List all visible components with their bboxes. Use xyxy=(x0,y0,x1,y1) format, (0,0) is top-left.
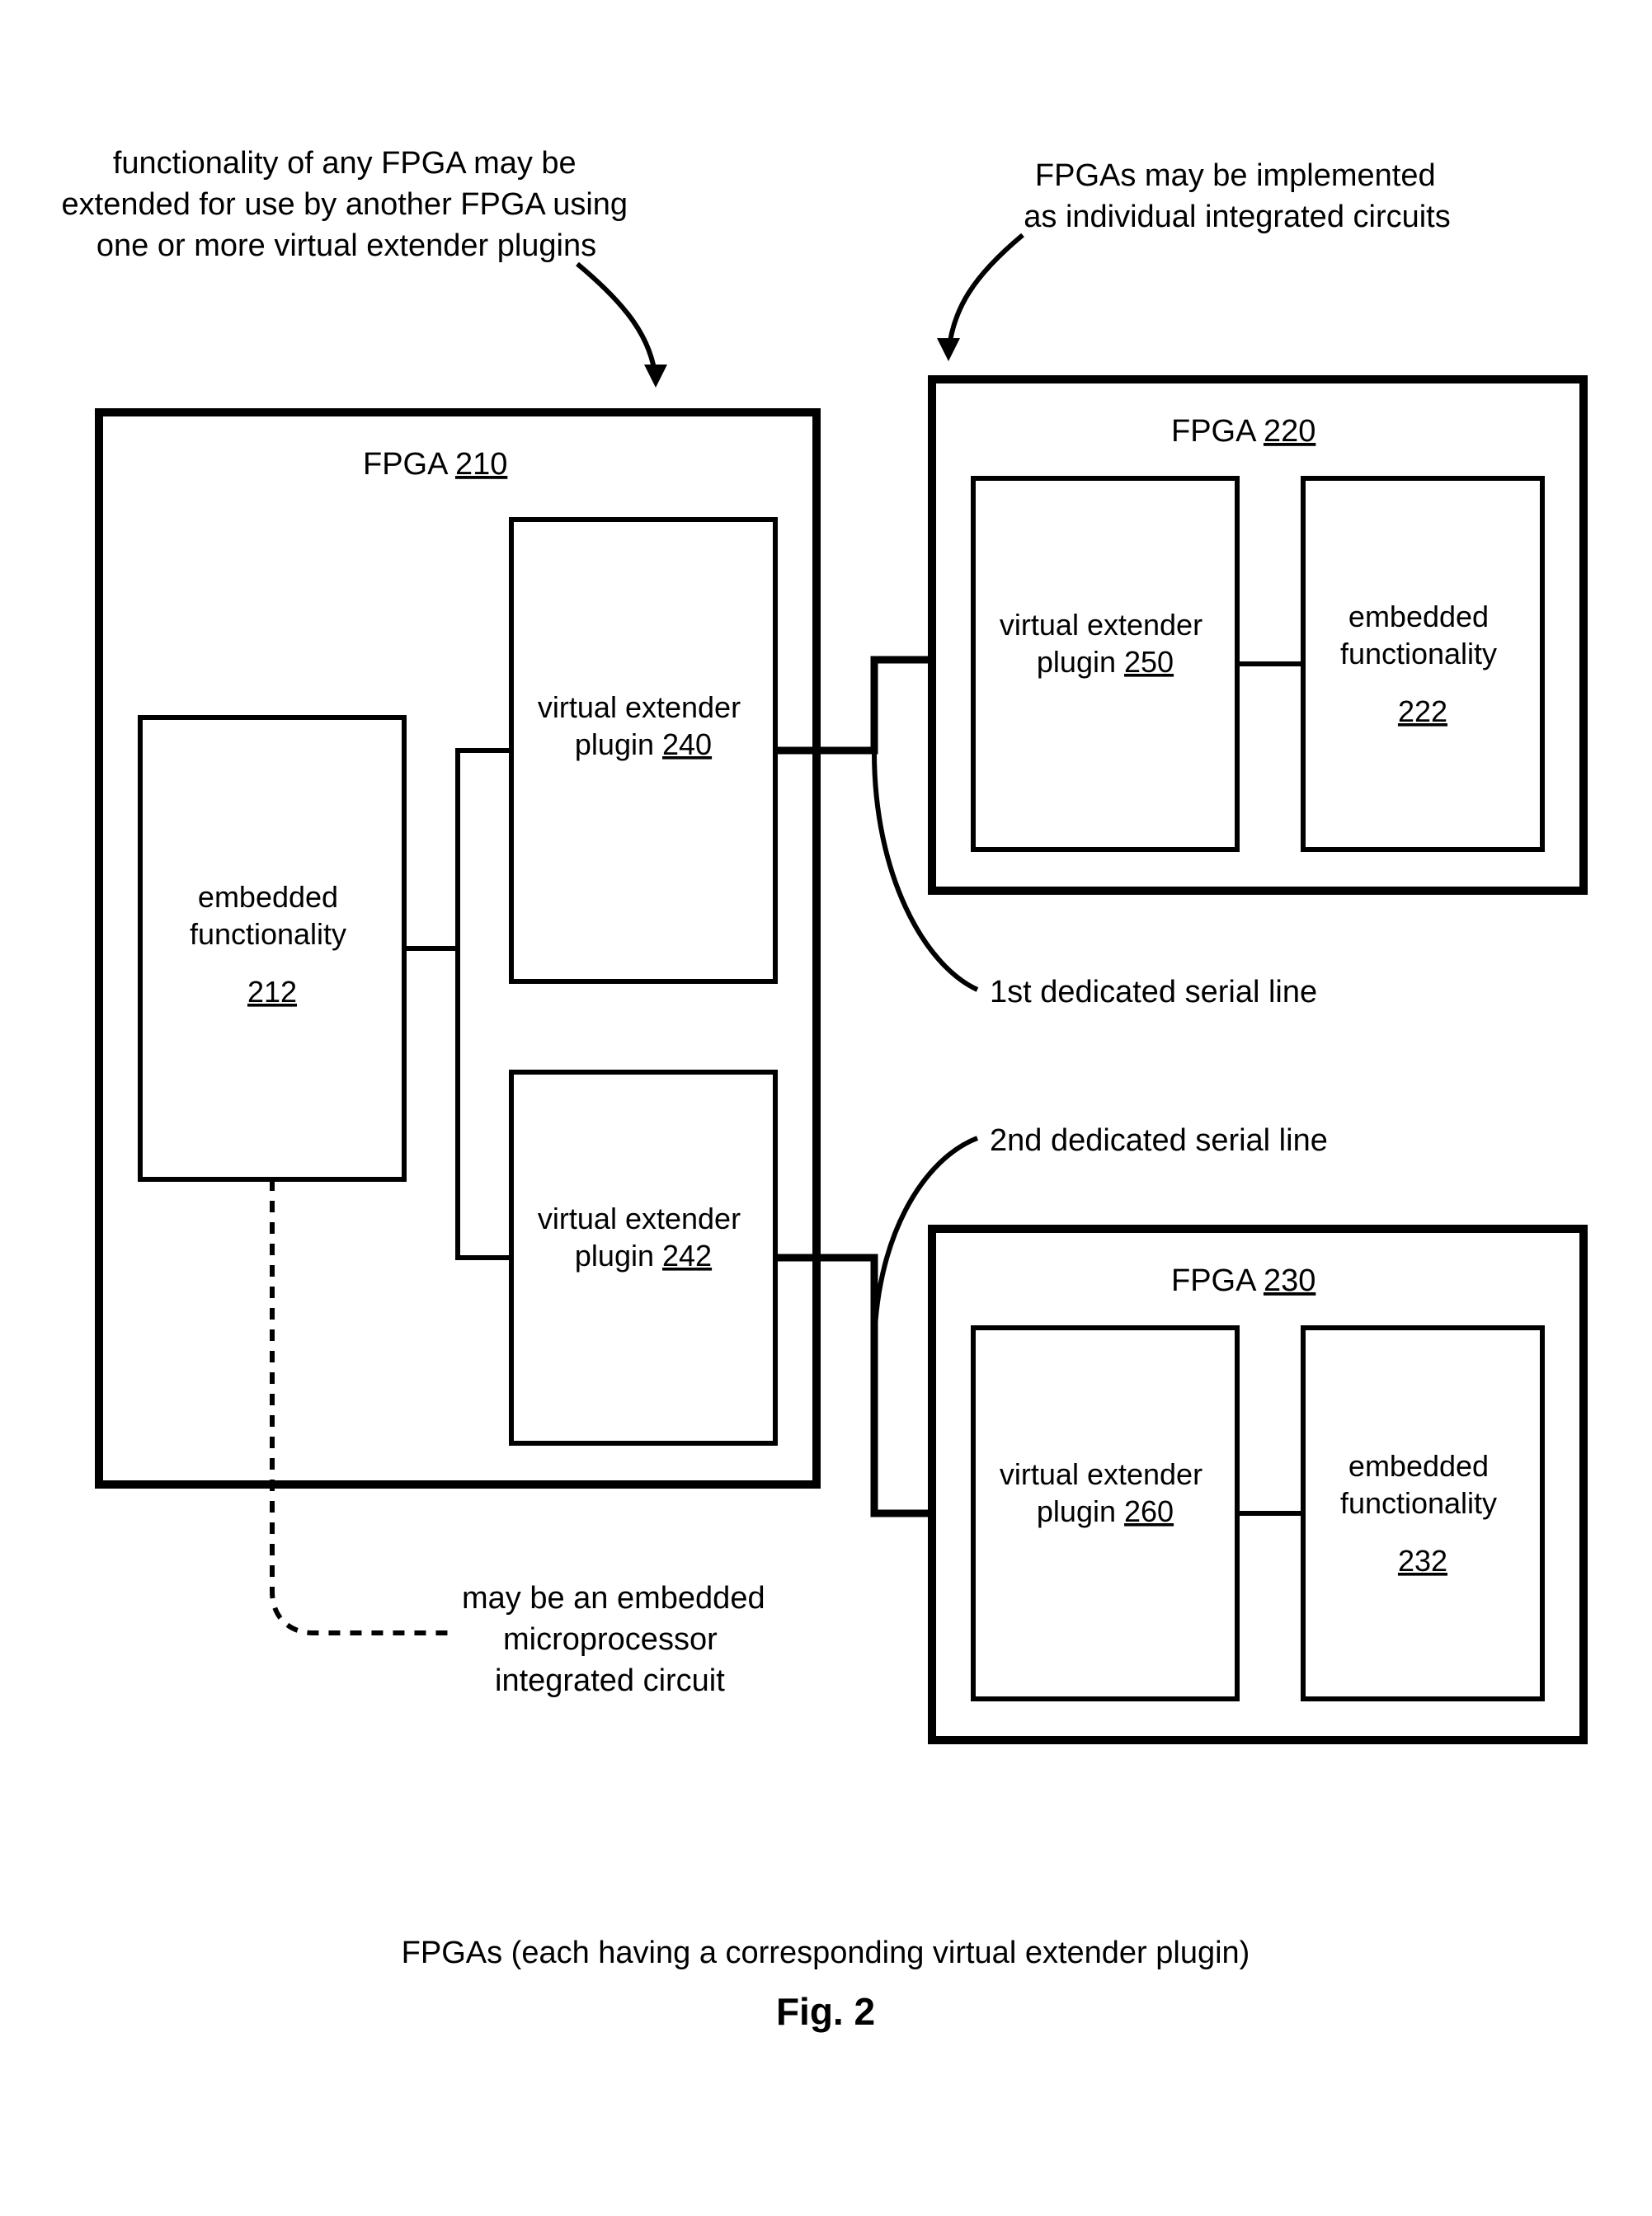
serial-line-1-label: 1st dedicated serial line xyxy=(990,975,1317,1009)
annotation-top-right: FPGAs may be implemented as individual i… xyxy=(1024,158,1451,234)
arrow-top-left xyxy=(577,264,656,379)
annotation-top-left: functionality of any FPGA may be extende… xyxy=(62,146,632,263)
fpga-210-label: FPGA 210 xyxy=(363,447,507,482)
fpga-220-label: FPGA 220 xyxy=(1171,414,1315,449)
micro-annotation: may be an embedded microprocessor integr… xyxy=(462,1581,774,1698)
arrow-top-right-head xyxy=(937,338,960,361)
fpga-230-label: FPGA 230 xyxy=(1171,1263,1315,1298)
arrow-top-right xyxy=(948,235,1023,353)
figure-title: Fig. 2 xyxy=(776,1990,875,2033)
arrow-top-left-head xyxy=(644,365,667,388)
diagram-canvas: functionality of any FPGA may be extende… xyxy=(0,0,1652,2216)
serial-line-2-label: 2nd dedicated serial line xyxy=(990,1123,1328,1158)
fpga-220: FPGA 220 virtual extender plugin 250 emb… xyxy=(932,379,1584,891)
fpga-230: FPGA 230 virtual extender plugin 260 emb… xyxy=(932,1229,1584,1740)
fpga-210: FPGA 210 embedded functionality 212 virt… xyxy=(99,412,817,1484)
figure-subtitle: FPGAs (each having a corresponding virtu… xyxy=(402,1936,1250,1970)
